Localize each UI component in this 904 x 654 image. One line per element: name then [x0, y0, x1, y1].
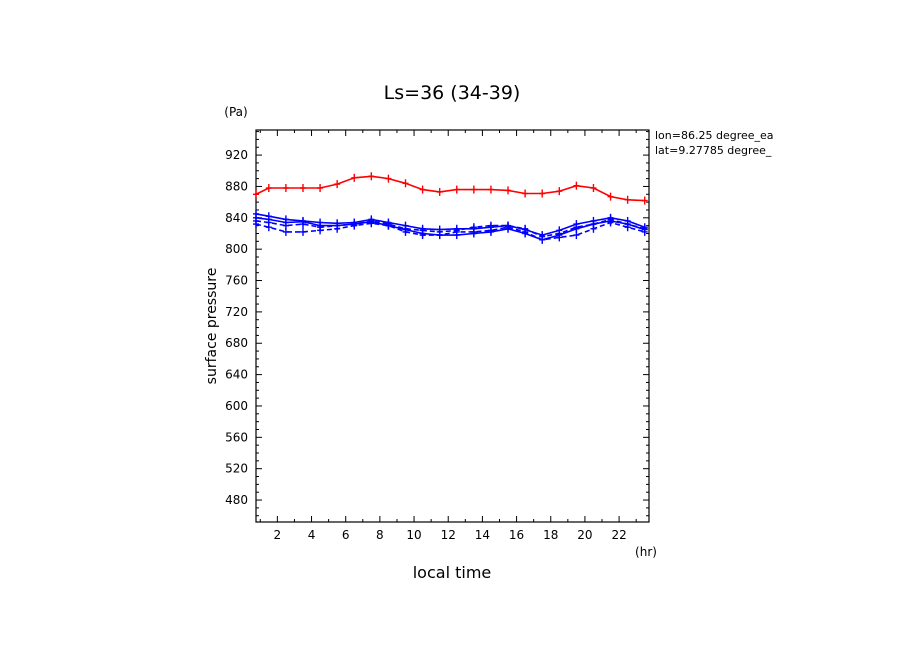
- y-tick-label: 800: [225, 242, 248, 256]
- x-tick-label: 12: [441, 528, 456, 542]
- x-tick-label: 8: [376, 528, 384, 542]
- x-unit-label: (hr): [635, 545, 657, 559]
- y-tick-label: 760: [225, 274, 248, 288]
- annotation-lat: lat=9.27785 degree_: [655, 144, 772, 157]
- x-axis-label: local time: [413, 563, 492, 582]
- series-line: [256, 221, 645, 241]
- x-tick-label: 10: [406, 528, 421, 542]
- x-tick-label: 18: [543, 528, 558, 542]
- y-tick-label: 920: [225, 148, 248, 162]
- plot-area: 2 4 6 8 10 12 14 16 18 20 22 480 520 560 600 640 680 720 7…: [225, 129, 650, 542]
- x-tick-label: 20: [577, 528, 592, 542]
- y-tick-label: 880: [225, 179, 248, 193]
- y-unit-label: (Pa): [224, 105, 247, 119]
- y-tick-label: 640: [225, 368, 248, 382]
- y-tick-label: 560: [225, 430, 248, 444]
- y-tick-label: 600: [225, 399, 248, 413]
- y-tick-label: 720: [225, 305, 248, 319]
- y-tick-label: 840: [225, 211, 248, 225]
- y-tick-label: 480: [225, 493, 248, 507]
- annotation-lon: lon=86.25 degree_ea: [655, 129, 774, 142]
- x-tick-label: 2: [274, 528, 282, 542]
- y-axis-label: surface pressure: [204, 268, 220, 385]
- x-tick-label: 4: [308, 528, 316, 542]
- series-line: [256, 175, 645, 202]
- x-tick-label: 22: [611, 528, 626, 542]
- plot-frame: [255, 129, 650, 523]
- x-tick-label: 16: [509, 528, 524, 542]
- y-tick-label: 680: [225, 336, 248, 350]
- x-tick-label: 6: [342, 528, 350, 542]
- x-tick-label: 14: [475, 528, 490, 542]
- chart-title: Ls=36 (34-39): [384, 82, 521, 104]
- y-tick-label: 520: [225, 462, 248, 476]
